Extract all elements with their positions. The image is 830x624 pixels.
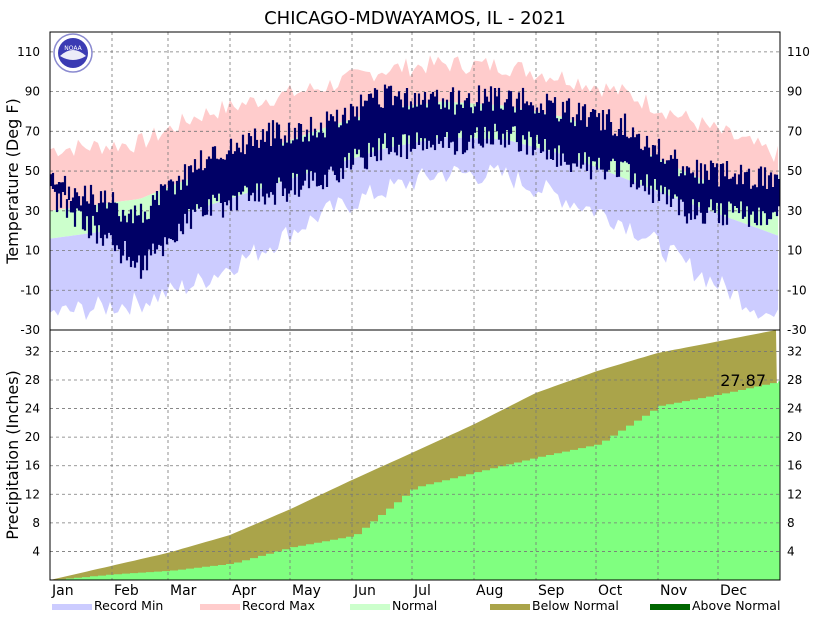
precipitation-axis-label: Precipitation (Inches) [3,370,22,540]
temp-tick-right: 30 [787,204,802,218]
temp-tick-left: 10 [25,244,40,258]
month-tick-label: Apr [232,583,256,599]
month-tick-label: Dec [720,583,747,599]
temp-tick-right: 10 [787,244,802,258]
precip-tick-right: 32 [787,344,802,358]
legend-swatch [52,604,92,610]
temp-tick-left: 110 [17,45,40,59]
month-tick-label: Nov [660,583,687,599]
noaa-logo-gull [60,50,86,60]
temp-tick-left: 90 [25,85,40,99]
temperature-axis-label: Temperature (Deg F) [3,98,22,265]
precip-tick-left: 16 [25,459,40,473]
temp-tick-left: 50 [25,164,40,178]
legend-swatch [650,604,690,610]
precip-tick-left: 32 [25,344,40,358]
month-tick-label: Oct [598,583,623,599]
month-tick-label: Sep [538,583,565,599]
temp-tick-right: -30 [787,323,807,337]
temp-tick-right: -10 [787,283,807,297]
grid-lines [50,32,780,580]
observed-temperature-bars [49,84,781,279]
temp-tick-right: 50 [787,164,802,178]
legend: Record Min Record Max Normal Below Normal Ab… [52,598,780,613]
legend-label: Below Normal [532,598,619,613]
month-tick-label: Aug [476,583,503,599]
precip-tick-right: 24 [787,402,802,416]
precipitation-areas [50,330,780,580]
noaa-logo-text: NOAA [64,45,82,52]
temp-tick-right: 90 [787,85,802,99]
legend-swatch [350,604,390,610]
axis-ticks: -30 -30 -10 -10 10 10 30 30 50 50 70 70 90 90 110 110 4 4… [17,45,810,599]
precipitation-frame [49,329,781,581]
temp-tick-right: 70 [787,124,802,138]
temp-tick-right: 110 [787,45,810,59]
noaa-logo: NOAA [53,33,93,73]
legend-swatch [200,604,240,610]
precip-tick-left: 24 [25,402,40,416]
month-tick-label: May [292,583,321,599]
ytd-precip-annotation: 27.87 [720,371,766,390]
month-tick-label: Mar [170,583,197,599]
precip-tick-left: 28 [25,373,40,387]
precip-tick-left: 8 [32,516,40,530]
temp-tick-left: -30 [20,323,40,337]
precip-tick-right: 28 [787,373,802,387]
month-tick-label: Feb [114,583,139,599]
precip-tick-right: 12 [787,487,802,501]
precip-tick-left: 4 [32,544,40,558]
precip-tick-right: 16 [787,459,802,473]
legend-swatch [490,604,530,610]
legend-label: Above Normal [692,598,780,613]
legend-label: Record Min [94,598,163,613]
precip-tick-right: 4 [787,544,795,558]
chart-title: CHICAGO-MDWAYAMOS, IL - 2021 [264,8,566,29]
temp-tick-left: 70 [25,124,40,138]
precip-tick-left: 20 [25,430,40,444]
legend-label: Normal [392,598,437,613]
temp-tick-left: 30 [25,204,40,218]
precip-tick-left: 12 [25,487,40,501]
precip-tick-right: 20 [787,430,802,444]
month-tick-label: Jun [353,583,376,599]
month-tick-label: Jan [51,583,74,599]
precip-tick-right: 8 [787,516,795,530]
temp-tick-left: -10 [20,283,40,297]
observed-precip-area [50,381,780,580]
month-tick-label: Jul [413,583,431,599]
legend-label: Record Max [242,598,315,613]
